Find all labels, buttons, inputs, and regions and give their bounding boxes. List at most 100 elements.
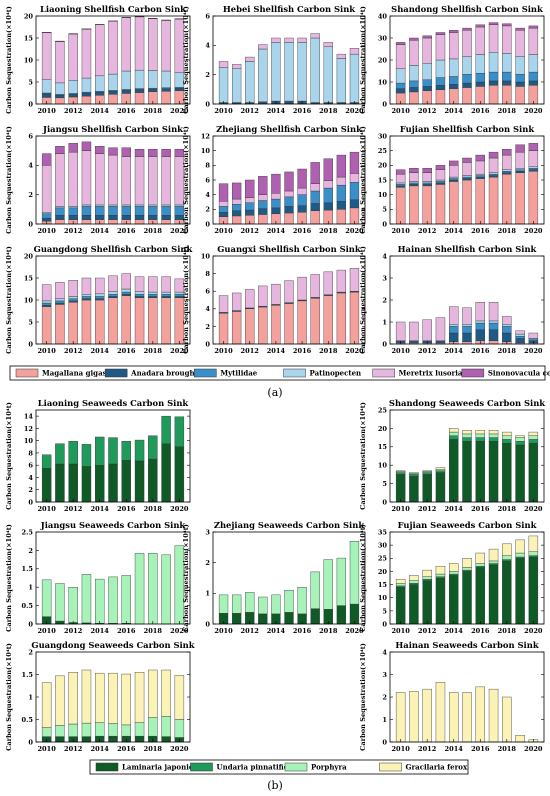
bar-magallana-gigas-2019 — [161, 297, 171, 345]
x-tick-label: 2020 — [345, 627, 364, 635]
x-tick-label: 2014 — [445, 627, 464, 635]
bar-mytilidae-2013 — [435, 181, 446, 184]
y-tick-label: 20 — [378, 425, 388, 433]
bar-mytilidae-2012 — [68, 298, 78, 302]
y-tick-label: 0 — [382, 620, 387, 628]
bar-magallana-gigas-2011 — [231, 311, 242, 345]
bar-patinopecten-2014 — [449, 324, 459, 327]
bar-anadara-broughtonii-2020 — [528, 80, 539, 86]
bar-patinopecten-2014 — [95, 204, 105, 207]
bar-meretrix-lusoria-2012 — [245, 289, 255, 309]
y-tick-label: 3 — [382, 274, 387, 282]
bar-porphyra-2016 — [475, 433, 485, 438]
bar-mytilidae-2020 — [528, 168, 539, 170]
bar-laminaria-japonica-2018 — [148, 458, 158, 503]
bar-anadara-broughtonii-2017 — [488, 80, 499, 86]
y-tick-label: 10 — [201, 147, 211, 155]
x-tick-label: 2014 — [445, 505, 464, 513]
bar-laminaria-japonica-2019 — [515, 444, 525, 503]
bar-magallana-gigas-2013 — [81, 95, 92, 105]
panel-guangdong-seaweeds-carbon-sink: Guangdong Seaweeds Carbon Sink Carbon Seq… — [5, 640, 195, 753]
bar-meretrix-lusoria-2014 — [95, 277, 105, 295]
bar-undaria-pinnatifida-2015 — [108, 437, 118, 465]
bar-patinopecten-2015 — [108, 204, 118, 207]
bar-meretrix-lusoria-2016 — [475, 26, 485, 55]
bar-gracilaria-ferox-2019 — [515, 735, 525, 743]
x-tick-label: 2012 — [64, 745, 82, 753]
bar-sinonovacula-constricta-2012 — [68, 143, 78, 153]
bar-stack-group — [218, 541, 360, 625]
x-tick-label: 2012 — [418, 347, 436, 355]
x-tick-label: 2016 — [117, 505, 136, 513]
y-tick-label: 4 — [205, 42, 210, 50]
bar-magallana-gigas-2017 — [310, 298, 320, 345]
bar-laminaria-japonica-2012 — [422, 580, 432, 625]
bar-porphyra-2017 — [310, 571, 320, 609]
bar-magallana-gigas-2019 — [161, 219, 171, 225]
bar-undaria-pinnatifida-2018 — [148, 435, 158, 460]
bar-patinopecten-2010 — [41, 79, 52, 94]
bar-mytilidae-2019 — [515, 336, 525, 339]
bar-anadara-broughtonii-2011 — [55, 214, 65, 220]
legend-box — [89, 759, 469, 775]
y-tick-label: 2 — [28, 547, 33, 555]
bar-porphyra-2018 — [148, 553, 158, 625]
y-axis-label: Carbon Sequestration(×10⁴t) — [5, 643, 13, 751]
figure-label-a: (a) — [267, 386, 282, 399]
bar-magallana-gigas-2013 — [435, 184, 446, 225]
bar-gracilaria-ferox-2019 — [515, 435, 525, 438]
bar-mytilidae-2015 — [462, 326, 472, 334]
bar-mytilidae-2014 — [95, 296, 105, 299]
bar-mytilidae-2013 — [81, 206, 92, 216]
bar-magallana-gigas-2010 — [41, 306, 52, 345]
bar-magallana-gigas-2017 — [134, 219, 145, 225]
y-tick-label: 1 — [28, 584, 33, 592]
bar-mytilidae-2012 — [68, 207, 78, 216]
bar-porphyra-2015 — [462, 433, 472, 438]
bar-magallana-gigas-2013 — [258, 306, 268, 345]
bar-meretrix-lusoria-2015 — [284, 190, 294, 198]
y-tick-label: 4 — [205, 305, 210, 313]
bar-laminaria-japonica-2015 — [462, 571, 472, 625]
bar-gracilaria-ferox-2011 — [55, 675, 65, 726]
bar-magallana-gigas-2019 — [515, 86, 525, 105]
legend-swatch-anadara-broughtonii — [104, 368, 128, 378]
bar-porphyra-2018 — [323, 559, 333, 610]
bar-patinopecten-2013 — [81, 77, 92, 93]
bar-meretrix-lusoria-2010 — [218, 295, 229, 313]
bar-magallana-gigas-2011 — [231, 215, 242, 225]
bar-magallana-gigas-2017 — [134, 92, 145, 105]
bar-gracilaria-ferox-2017 — [488, 688, 499, 743]
bar-sinonovacula-constricta-2010 — [218, 183, 229, 202]
bar-porphyra-2012 — [245, 592, 255, 613]
x-tick-label: 2012 — [64, 347, 82, 355]
bar-magallana-gigas-2014 — [449, 181, 459, 225]
bar-magallana-gigas-2010 — [395, 187, 406, 225]
bar-meretrix-lusoria-2011 — [409, 172, 419, 182]
bar-patinopecten-2012 — [68, 206, 78, 209]
bar-meretrix-lusoria-2014 — [95, 153, 105, 206]
bar-porphyra-2019 — [515, 552, 525, 558]
bar-patinopecten-2015 — [284, 42, 294, 102]
bar-anadara-broughtonii-2015 — [284, 100, 294, 104]
bar-gracilaria-ferox-2010 — [395, 579, 406, 584]
y-axis-label: Carbon Sequestration(×10⁴t) — [359, 402, 367, 510]
bar-mytilidae-2013 — [435, 77, 446, 86]
bar-meretrix-lusoria-2012 — [68, 33, 78, 81]
y-tick-label: 10 — [378, 78, 388, 86]
legend-swatch-magallana-gigas — [15, 368, 39, 378]
bar-anadara-broughtonii-2016 — [121, 214, 131, 220]
y-tick-label: 0 — [28, 220, 33, 228]
bar-sinonovacula-constricta-2018 — [323, 158, 333, 181]
x-tick-label: 2020 — [170, 505, 189, 513]
bar-meretrix-lusoria-2014 — [449, 306, 459, 325]
bar-anadara-broughtonii-2014 — [449, 332, 459, 343]
bar-laminaria-japonica-2013 — [81, 466, 92, 503]
legend-label-undaria-pinnatifida: Undaria pinnatifida — [217, 763, 294, 772]
bar-mytilidae-2017 — [134, 294, 145, 297]
bar-mytilidae-2020 — [349, 181, 360, 200]
bar-patinopecten-2017 — [310, 37, 320, 103]
y-tick-label: 2 — [205, 206, 210, 214]
plot-frame — [212, 255, 366, 345]
